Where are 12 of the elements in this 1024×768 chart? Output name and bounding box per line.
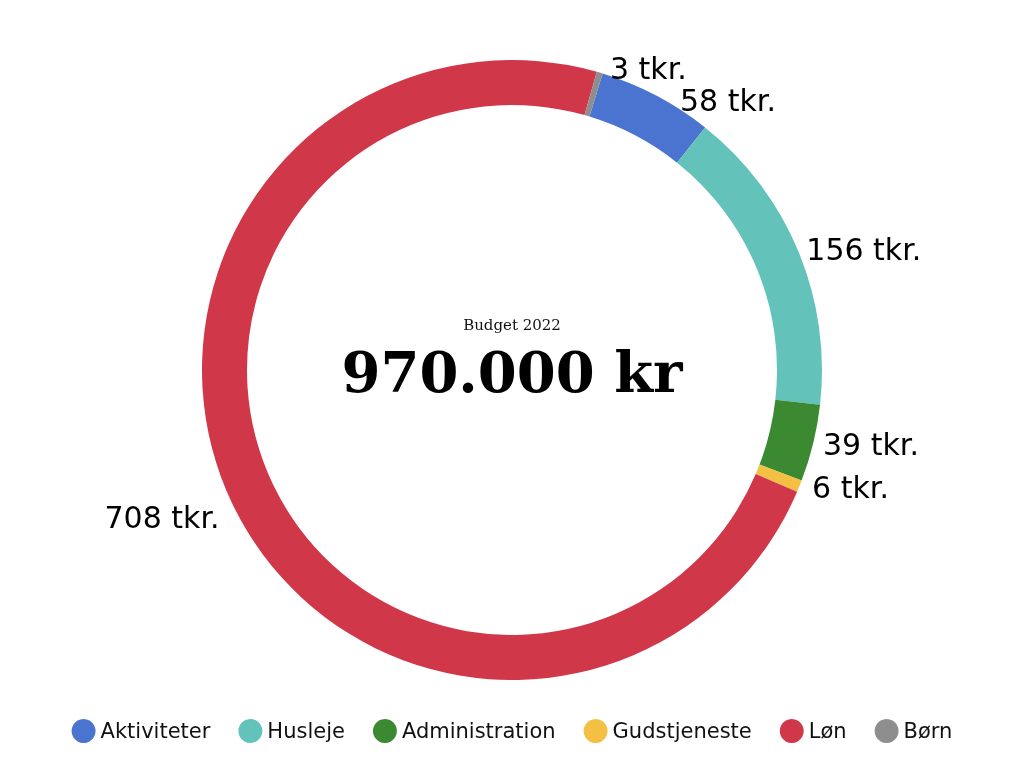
data-label: 39 tkr.: [823, 426, 919, 462]
legend-label: Aktiviteter: [100, 719, 211, 743]
legend-label: Børn: [903, 719, 953, 743]
data-label: 6 tkr.: [812, 470, 889, 506]
text: Budget 2022: [463, 315, 561, 334]
data-label: 156 tkr.: [806, 232, 922, 268]
legend-label: Husleje: [267, 719, 345, 743]
legend-label: Løn: [808, 719, 847, 743]
text: 970.000 kr: [341, 339, 685, 405]
legend-label: Gudstjeneste: [612, 719, 752, 743]
data-label: 708 tkr.: [104, 500, 220, 536]
legend-label: Administration: [401, 719, 556, 743]
